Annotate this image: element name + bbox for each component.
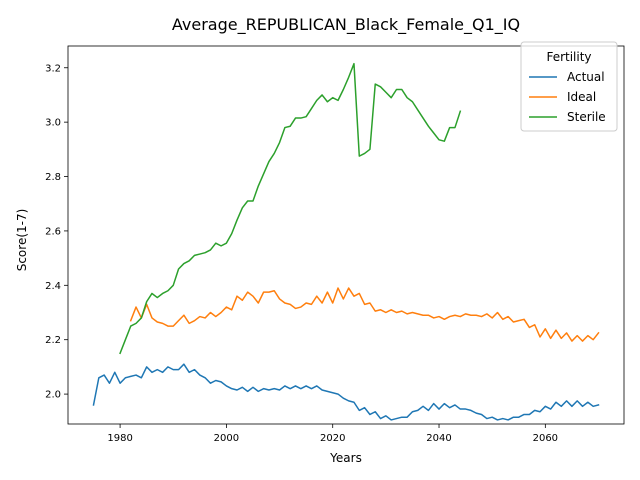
legend-label-sterile: Sterile — [567, 110, 606, 124]
legend: Fertility Actual Ideal Sterile — [520, 41, 618, 132]
y-tick-label: 3.0 — [45, 118, 61, 129]
legend-title: Fertility — [546, 50, 591, 64]
y-tick-label: 2.8 — [45, 172, 61, 183]
series-line-sterile — [119, 62, 462, 355]
x-tick-label: 1980 — [107, 433, 132, 444]
y-tick-label: 3.2 — [45, 63, 61, 74]
y-tick-label: 2.2 — [45, 335, 61, 346]
x-tick-label: 2000 — [214, 433, 239, 444]
y-tick-label: 2.4 — [45, 281, 61, 292]
x-axis-label: Years — [329, 451, 362, 465]
legend-frame — [520, 41, 618, 132]
y-tick-label: 2.0 — [45, 390, 61, 401]
legend-label-ideal: Ideal — [567, 90, 596, 104]
y-axis-label: Score(1-7) — [15, 209, 29, 272]
plot-frame — [67, 45, 625, 425]
x-tick-label: 2020 — [320, 433, 345, 444]
series-line-actual — [92, 363, 600, 421]
chart-title: Average_REPUBLICAN_Black_Female_Q1_IQ — [172, 15, 520, 35]
axes: 1980 2000 2020 2040 2060 2.0 2.2 2.4 2.6 2.8 3.0 3.… — [45, 45, 625, 444]
legend-label-actual: Actual — [567, 70, 605, 84]
legend-items: Actual Ideal Sterile — [529, 70, 606, 124]
series-line-ideal — [129, 287, 600, 342]
x-tick-label: 2060 — [533, 433, 558, 444]
y-tick-label: 2.6 — [45, 226, 61, 237]
x-tick-label: 2040 — [426, 433, 451, 444]
plot-area — [92, 62, 600, 421]
